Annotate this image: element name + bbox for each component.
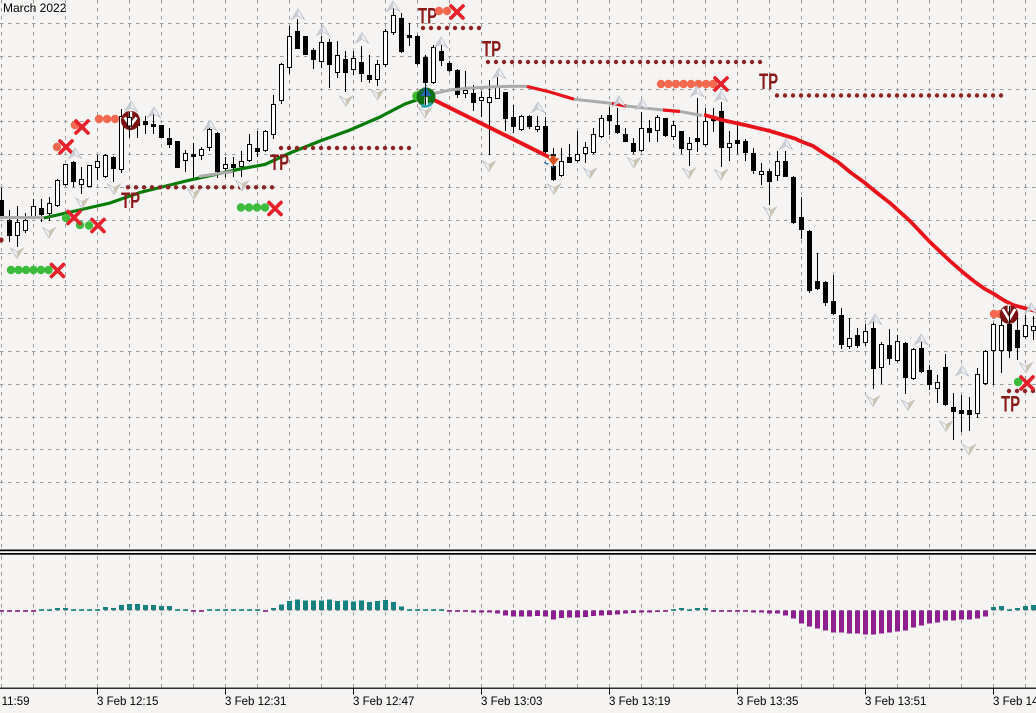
svg-text:TP: TP — [418, 4, 437, 29]
svg-text:3 Feb 13:51: 3 Feb 13:51 — [865, 696, 926, 708]
svg-text:3 Feb 11:59: 3 Feb 11:59 — [0, 696, 30, 708]
svg-text:TP: TP — [1001, 392, 1020, 417]
svg-text:March 2022: March 2022 — [3, 1, 67, 15]
svg-text:3 Feb 13:03: 3 Feb 13:03 — [481, 696, 542, 708]
svg-text:TP: TP — [270, 150, 289, 175]
svg-text:3 Feb 12:15: 3 Feb 12:15 — [97, 696, 158, 708]
svg-text:3 Feb 14:07: 3 Feb 14:07 — [993, 696, 1036, 708]
svg-text:TP: TP — [482, 37, 501, 62]
svg-text:3 Feb 13:35: 3 Feb 13:35 — [737, 696, 798, 708]
svg-text:3 Feb 12:47: 3 Feb 12:47 — [353, 696, 414, 708]
svg-text:3 Feb 13:19: 3 Feb 13:19 — [609, 696, 670, 708]
svg-text:3 Feb 12:31: 3 Feb 12:31 — [225, 696, 286, 708]
svg-text:TP: TP — [759, 69, 778, 94]
svg-text:TP: TP — [121, 188, 140, 213]
